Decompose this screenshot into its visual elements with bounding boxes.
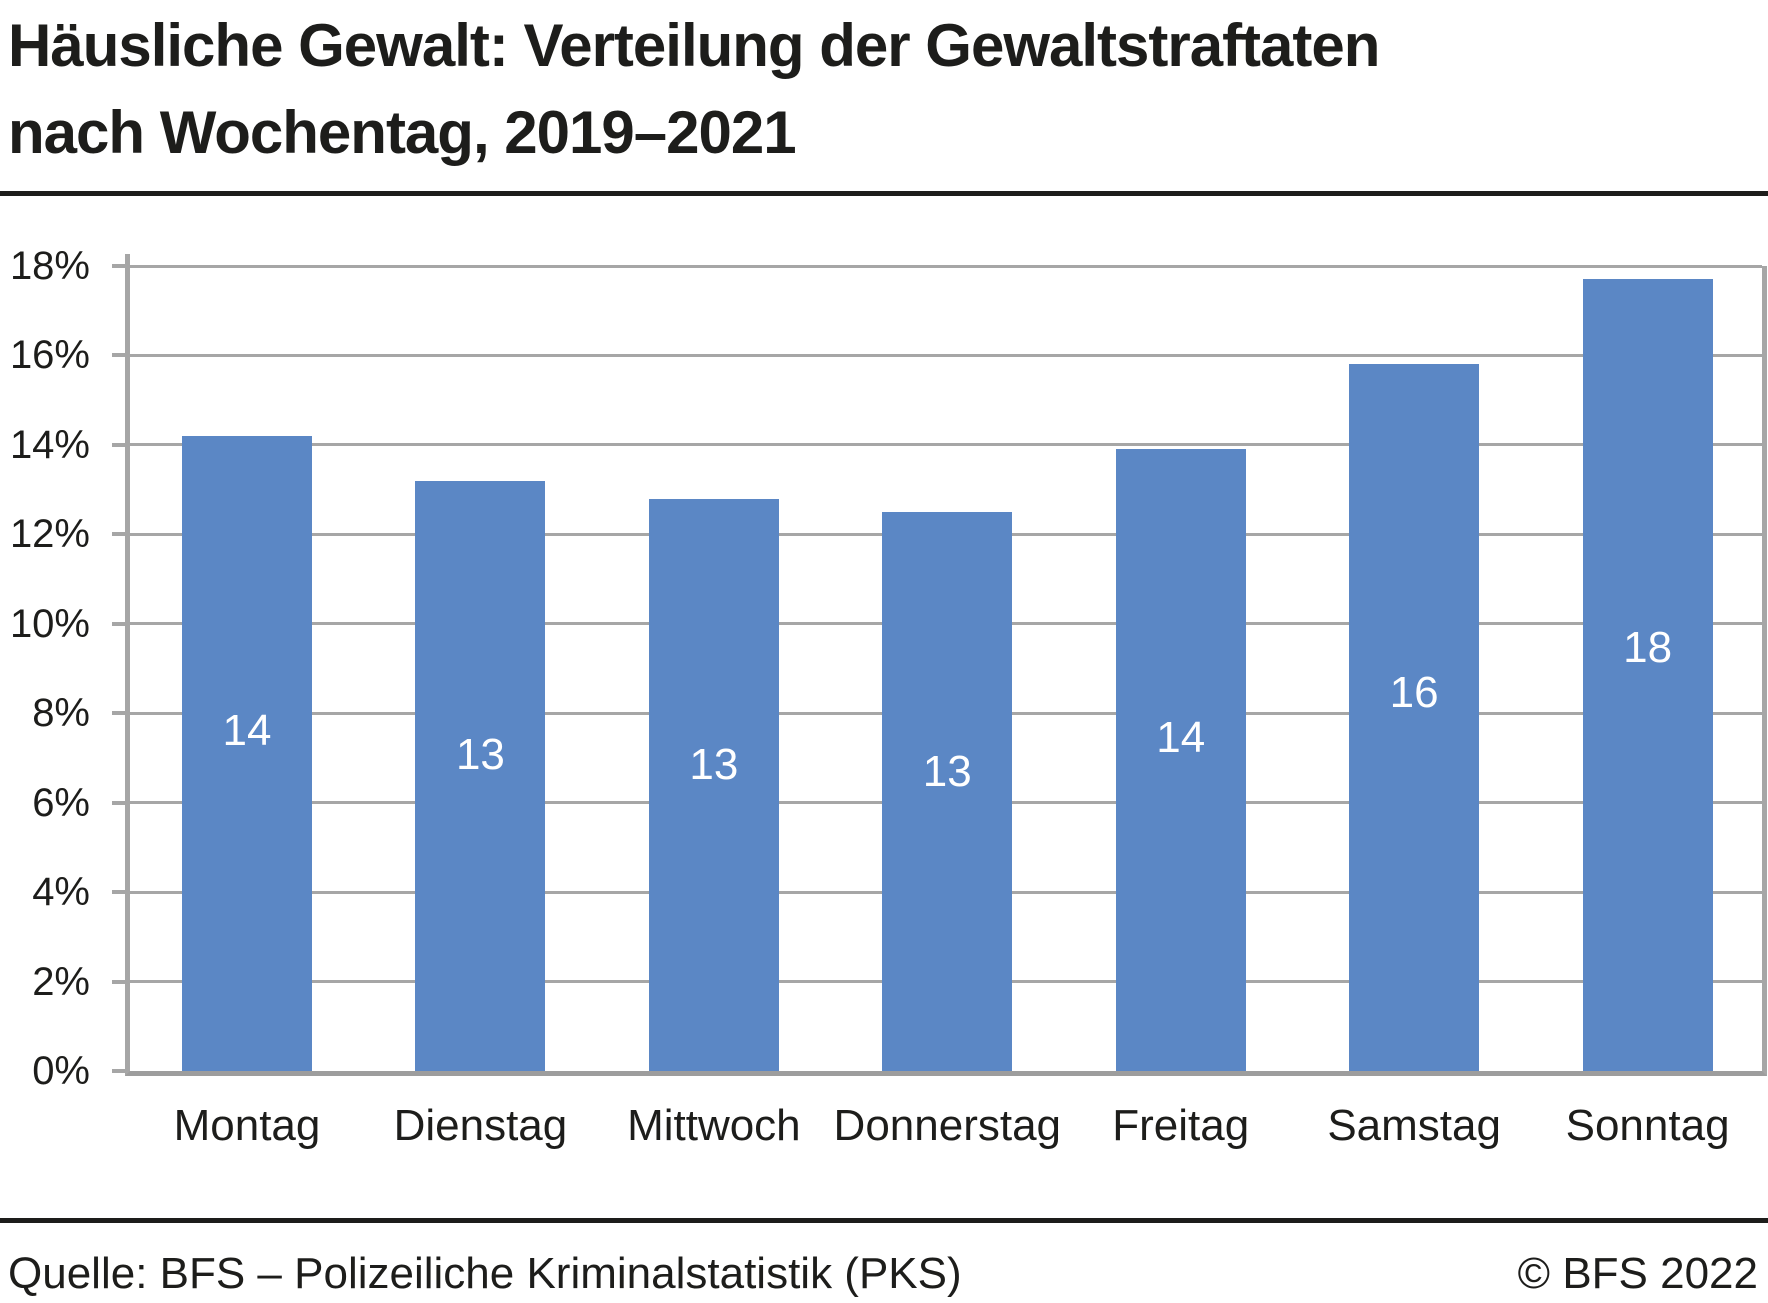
chart-title-line1: Häusliche Gewalt: Verteilung der Gewalts… bbox=[8, 12, 1380, 79]
y-tick-label-2: 2% bbox=[32, 959, 90, 1004]
y-axis-tick bbox=[112, 621, 125, 626]
chart-title: Häusliche Gewalt: Verteilung der Gewalts… bbox=[8, 2, 1380, 176]
y-tick-label-16: 16% bbox=[9, 333, 90, 378]
gridline-14 bbox=[130, 443, 1762, 447]
y-tick-label-12: 12% bbox=[9, 512, 90, 557]
y-axis-tick bbox=[112, 1069, 125, 1073]
bar-value-label: 13 bbox=[455, 730, 505, 780]
y-tick-label-0: 0% bbox=[32, 1049, 90, 1093]
y-axis-line-extension bbox=[125, 254, 130, 266]
source-note: Quelle: BFS – Polizeiliche Kriminalstati… bbox=[8, 1249, 962, 1298]
x-tick-label-sonntag: Sonntag bbox=[1565, 1101, 1730, 1150]
y-tick-label-4: 4% bbox=[32, 870, 90, 915]
bar-value-label: 13 bbox=[689, 739, 739, 789]
x-tick-label-samstag: Samstag bbox=[1327, 1101, 1501, 1150]
x-tick-label-montag: Montag bbox=[173, 1101, 321, 1150]
bar-sonntag: 18 bbox=[1582, 279, 1713, 1071]
bar-value-label: 14 bbox=[1156, 713, 1206, 763]
y-axis-tick bbox=[112, 800, 125, 805]
x-tick-label-freitag: Freitag bbox=[1112, 1101, 1250, 1150]
y-tick-label-14: 14% bbox=[9, 422, 90, 467]
bar-freitag: 14 bbox=[1115, 449, 1246, 1071]
y-tick-label-8: 8% bbox=[32, 691, 90, 736]
bar-value-label: 18 bbox=[1623, 622, 1673, 672]
gridline-18 bbox=[130, 264, 1762, 268]
title-divider bbox=[0, 191, 1768, 196]
bar-value-label: 14 bbox=[222, 706, 272, 756]
y-axis-tick bbox=[112, 711, 125, 716]
bar-dienstag: 13 bbox=[415, 480, 546, 1071]
bar-montag: 14 bbox=[182, 435, 312, 1071]
y-axis-tick bbox=[112, 264, 125, 268]
bar-samstag: 16 bbox=[1349, 364, 1480, 1071]
gridline-16 bbox=[130, 353, 1762, 357]
bar-donnerstag: 13 bbox=[882, 511, 1013, 1071]
y-axis-tick bbox=[112, 532, 125, 537]
x-tick-label-mittwoch: Mittwoch bbox=[627, 1101, 801, 1150]
y-tick-label-10: 10% bbox=[9, 601, 90, 646]
plot-area: 14 13 13 13 14 16 18 bbox=[112, 254, 1767, 1076]
y-axis-tick bbox=[112, 979, 125, 984]
y-axis-tick bbox=[112, 890, 125, 895]
copyright-note: © BFS 2022 bbox=[1517, 1249, 1758, 1298]
footer-divider bbox=[0, 1218, 1768, 1223]
x-tick-label-donnerstag: Donnerstag bbox=[833, 1101, 1062, 1150]
y-axis-tick bbox=[112, 353, 125, 358]
bar-value-label: 13 bbox=[922, 746, 972, 796]
x-tick-label-dienstag: Dienstag bbox=[393, 1101, 568, 1150]
bar-value-label: 16 bbox=[1389, 667, 1439, 717]
y-tick-label-6: 6% bbox=[32, 780, 90, 825]
y-tick-label-18: 18% bbox=[9, 244, 90, 288]
footer: Quelle: BFS – Polizeiliche Kriminalstati… bbox=[8, 1248, 1758, 1300]
chart-title-line2: nach Wochentag, 2019–2021 bbox=[8, 99, 797, 166]
y-axis-tick bbox=[112, 442, 125, 447]
bar-mittwoch: 13 bbox=[648, 498, 779, 1071]
